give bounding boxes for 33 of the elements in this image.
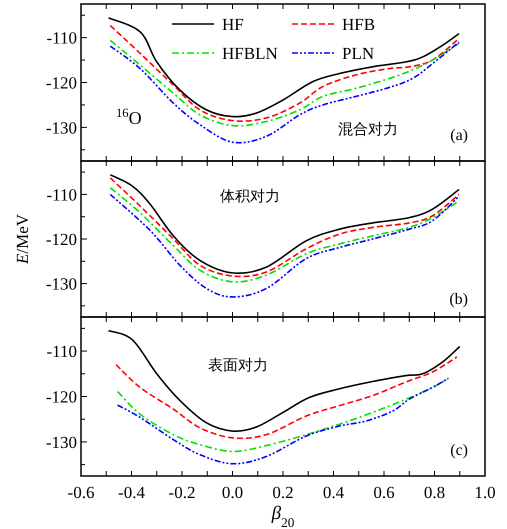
y-tick-label: -130 xyxy=(46,118,77,138)
legend-label: PLN xyxy=(342,44,374,63)
annotation: (b) xyxy=(449,291,468,308)
annotation: 混合对力 xyxy=(338,121,398,138)
line-series xyxy=(108,330,461,432)
y-tick-label: -110 xyxy=(46,28,77,48)
annotation: (a) xyxy=(450,127,468,144)
x-tick-label: 0.4 xyxy=(322,483,345,502)
x-tick-label: 0.6 xyxy=(373,483,395,502)
x-tick-label: 1.0 xyxy=(474,483,496,502)
x-axis-title: β$_{20}$ xyxy=(270,503,295,529)
y-tick-label: -130 xyxy=(46,274,77,294)
x-tick-label: 0.2 xyxy=(272,483,294,502)
y-tick-label: -120 xyxy=(46,388,77,406)
x-tick-label: 0.0 xyxy=(222,483,244,502)
annotation: $^{16}$O xyxy=(116,106,142,128)
y-tick-label: -120 xyxy=(46,230,77,249)
annotation: 表面对力 xyxy=(208,357,268,374)
y-axis-title: E/MeV xyxy=(13,213,32,266)
legend-label: HFBLN xyxy=(222,44,278,63)
y-tick-label: -110 xyxy=(46,342,77,362)
x-tick-label: -0.2 xyxy=(168,483,196,502)
x-tick-label: -0.4 xyxy=(118,483,146,502)
legend-label: HF xyxy=(222,15,244,34)
line-series xyxy=(115,356,458,440)
legend-label: HFB xyxy=(342,15,376,34)
y-tick-label: -130 xyxy=(46,432,77,452)
x-tick-label: 0.8 xyxy=(424,483,446,502)
x-tick-label: -0.6 xyxy=(68,483,94,502)
annotation: (c) xyxy=(450,442,468,459)
y-tick-label: -120 xyxy=(46,74,77,92)
annotation: 体积对力 xyxy=(220,188,280,205)
y-tick-label: -110 xyxy=(46,185,77,204)
